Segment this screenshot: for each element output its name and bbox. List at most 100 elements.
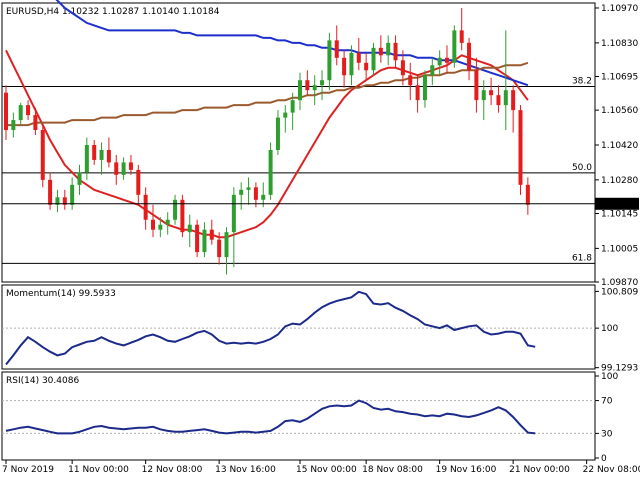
- time-tick-label: 15 Nov 00:00: [296, 465, 357, 475]
- moving-average-line: [6, 61, 529, 127]
- symbol-header: EURUSD,H4 1.10232 1.10287 1.10140 1.1018…: [6, 7, 220, 17]
- candle-body: [467, 42, 472, 71]
- time-tick-label: 18 Nov 08:00: [362, 465, 423, 475]
- candle-body: [290, 100, 295, 113]
- candle-body: [408, 75, 413, 86]
- candle-body: [364, 62, 369, 71]
- current-price-label: 1.10184: [598, 200, 635, 210]
- momentum-line: [5, 290, 536, 366]
- candle-body: [136, 169, 141, 195]
- candle-body: [18, 105, 23, 121]
- candle-body: [445, 57, 449, 63]
- rsi-line: [5, 399, 536, 435]
- candle-body: [48, 179, 53, 205]
- candle-body: [356, 52, 361, 63]
- price-tick-label: 1.10560: [601, 106, 638, 116]
- candle-body: [452, 30, 457, 63]
- momentum-panel-frame: [1, 284, 596, 370]
- candle-body: [511, 90, 516, 111]
- candle-body: [187, 224, 192, 233]
- candle-body: [202, 229, 207, 253]
- candle-body: [430, 65, 435, 76]
- time-tick-label: 7 Nov 2019: [2, 465, 54, 475]
- candle-body: [261, 194, 266, 200]
- time-tick-label: 13 Nov 16:00: [215, 465, 276, 475]
- rsi-tick-label: 30: [601, 429, 613, 439]
- candle-body: [386, 42, 391, 56]
- price-tick-label: 1.10695: [601, 72, 638, 82]
- rsi-panel: RSI(14) 30.4086 100 70 30 0: [1, 371, 618, 464]
- candle-body: [489, 90, 494, 96]
- candle-body: [173, 199, 178, 220]
- candle-body: [342, 57, 347, 76]
- time-tick-label: 11 Nov 00:00: [68, 465, 129, 475]
- time-tick-label: 21 Nov 00:00: [509, 465, 570, 475]
- price-tick-label: 1.09870: [601, 278, 638, 288]
- candle-body: [481, 90, 486, 101]
- candle-body: [474, 70, 479, 101]
- candle-body: [268, 149, 273, 195]
- candle-body: [246, 187, 251, 190]
- price-panel: EURUSD,H4 1.10232 1.10287 1.10140 1.1018…: [1, 0, 639, 288]
- candle-body: [114, 162, 119, 175]
- candle-body: [231, 194, 236, 233]
- time-axis: 7 Nov 2019 11 Nov 00:00 12 Nov 08:00 13 Nov…: [2, 460, 640, 475]
- price-tick-label: 1.10970: [601, 4, 638, 14]
- candle-body: [77, 172, 82, 185]
- fib-level-label: 50.0: [572, 163, 592, 173]
- candle-body: [33, 115, 38, 131]
- candle-body: [151, 219, 155, 230]
- candle-body: [378, 47, 383, 56]
- time-tick-label: 22 Nov 08:00: [583, 465, 640, 475]
- candle-body: [283, 112, 288, 118]
- candle-body: [209, 229, 214, 240]
- candle-body: [496, 95, 501, 106]
- fib-level-label: 61.8: [572, 253, 592, 263]
- time-tick-label: 19 Nov 16:00: [436, 465, 497, 475]
- candle-body: [40, 130, 45, 180]
- candle-body: [92, 144, 97, 160]
- candle-body: [62, 197, 67, 205]
- candle-body: [422, 75, 427, 101]
- current-price-tag: [595, 197, 639, 210]
- candle-body: [305, 80, 310, 91]
- candle-body: [503, 90, 508, 106]
- momentum-tick-label: 100: [601, 324, 618, 334]
- candle-body: [121, 162, 126, 175]
- price-tick-label: 1.10420: [601, 141, 638, 151]
- time-tick-label: 12 Nov 08:00: [142, 465, 203, 475]
- rsi-title: RSI(14) 30.4086: [6, 376, 79, 386]
- candle-body: [224, 232, 229, 258]
- candle-body: [518, 110, 523, 185]
- candle-body: [70, 184, 75, 205]
- candle-body: [253, 187, 258, 200]
- momentum-title: Momentum(14) 99.5933: [6, 289, 116, 299]
- price-tick-label: 1.10005: [601, 244, 638, 254]
- candle-body: [128, 162, 133, 170]
- candle-body: [525, 184, 530, 205]
- candle-body: [106, 149, 111, 163]
- momentum-panel: Momentum(14) 99.5933 100.809 100 99.1293: [1, 284, 638, 374]
- candle-body: [180, 199, 185, 233]
- rsi-tick-label: 70: [601, 397, 613, 407]
- candle-body: [400, 60, 405, 76]
- candle-body: [320, 80, 325, 86]
- candle-body: [334, 40, 339, 58]
- candle-body: [393, 42, 398, 61]
- momentum-tick-label: 99.1293: [601, 364, 638, 374]
- candle-body: [371, 47, 376, 71]
- candle-body: [165, 219, 170, 225]
- price-tick-label: 1.10830: [601, 39, 638, 49]
- candle-body: [298, 80, 302, 101]
- candle-body: [312, 85, 317, 91]
- moving-average-line: [5, 49, 529, 239]
- candle-body: [158, 224, 163, 230]
- rsi-tick-label: 0: [601, 454, 607, 464]
- fib-level-label: 38.2: [572, 76, 592, 86]
- price-panel-frame: [1, 2, 596, 283]
- candle-body: [11, 120, 16, 131]
- candle-body: [415, 85, 420, 101]
- candle-body: [143, 194, 148, 220]
